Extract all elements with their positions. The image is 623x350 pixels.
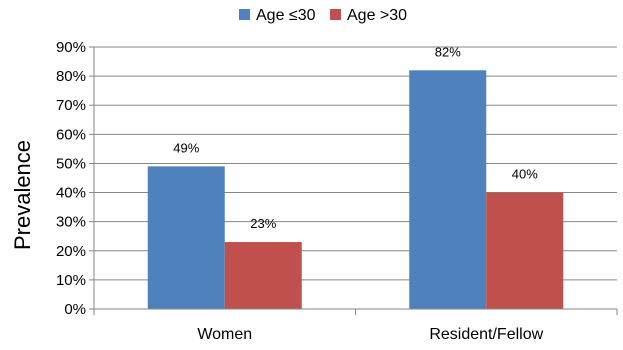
y-axis-label: Prevalence: [10, 140, 35, 250]
y-tick-label: 60%: [56, 126, 86, 143]
y-tick-label: 30%: [56, 214, 86, 231]
x-category-label: Resident/Fellow: [429, 326, 543, 343]
bar: [147, 166, 225, 309]
y-tick-label: 80%: [56, 68, 86, 85]
y-tick-label: 10%: [56, 272, 86, 289]
bar: [409, 70, 487, 310]
y-tick-label: 50%: [56, 155, 86, 172]
y-tick-label: 20%: [56, 243, 86, 260]
y-axis-ticks: 0% 10% 20% 30% 40% 50% 60% 70% 80% 90%: [56, 39, 94, 318]
legend-label: Age ≤30: [256, 7, 316, 24]
legend-label: Age >30: [347, 7, 407, 24]
y-tick-label: 90%: [56, 39, 86, 56]
y-tick-label: 70%: [56, 97, 86, 114]
data-label: 49%: [173, 140, 199, 155]
x-category-label: Women: [197, 326, 252, 343]
legend-swatch: [330, 9, 341, 20]
data-label: 23%: [250, 216, 276, 231]
axes: [93, 47, 618, 315]
bar: [224, 242, 302, 309]
y-tick-label: 40%: [56, 185, 86, 202]
x-axis-categories: Women Resident/Fellow: [197, 326, 543, 343]
legend: Age ≤30 Age >30: [239, 7, 407, 24]
legend-swatch: [239, 9, 250, 20]
data-label: 82%: [435, 44, 461, 59]
y-tick-label: 0%: [64, 301, 86, 318]
data-label: 40%: [512, 167, 538, 182]
bars: 49% 23% 82% 40%: [147, 44, 564, 310]
bar: [486, 192, 564, 309]
